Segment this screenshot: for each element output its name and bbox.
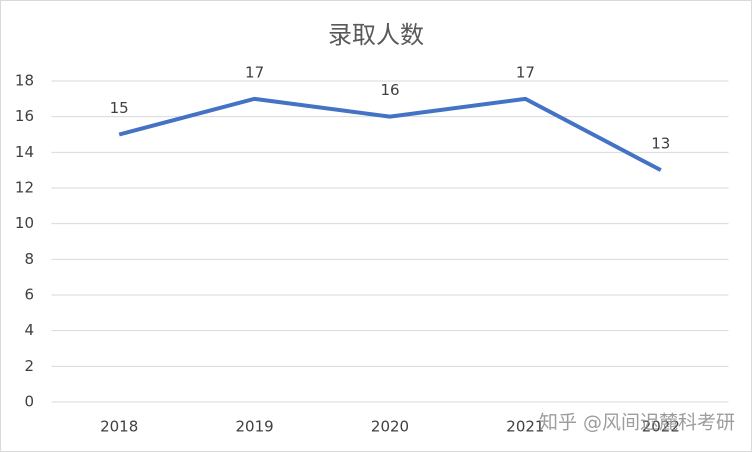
y-tick-label: 8	[24, 250, 34, 268]
x-tick-label: 2022	[642, 418, 680, 436]
y-tick-label: 4	[24, 321, 34, 339]
watermark: 知乎 @风间迟麓科考研	[539, 412, 735, 434]
data-label: 13	[651, 135, 670, 153]
chart-title: 录取人数	[328, 21, 424, 49]
y-tick-label: 16	[15, 107, 34, 125]
y-tick-label: 14	[15, 143, 34, 161]
y-tick-label: 12	[15, 179, 34, 197]
x-tick-label: 2021	[506, 418, 544, 436]
x-tick-label: 2018	[100, 418, 138, 436]
data-line	[118, 96, 662, 172]
x-tick-label: 2019	[236, 418, 274, 436]
y-tick-label: 2	[24, 357, 34, 375]
y-tick-label: 0	[24, 393, 34, 411]
data-label: 17	[516, 63, 535, 81]
data-label: 15	[110, 99, 129, 117]
data-label: 17	[245, 63, 264, 81]
y-tick-label: 6	[24, 286, 34, 304]
y-tick-label: 10	[15, 214, 34, 232]
y-tick-label: 18	[15, 72, 34, 90]
data-label: 16	[380, 81, 399, 99]
x-tick-label: 2020	[371, 418, 409, 436]
